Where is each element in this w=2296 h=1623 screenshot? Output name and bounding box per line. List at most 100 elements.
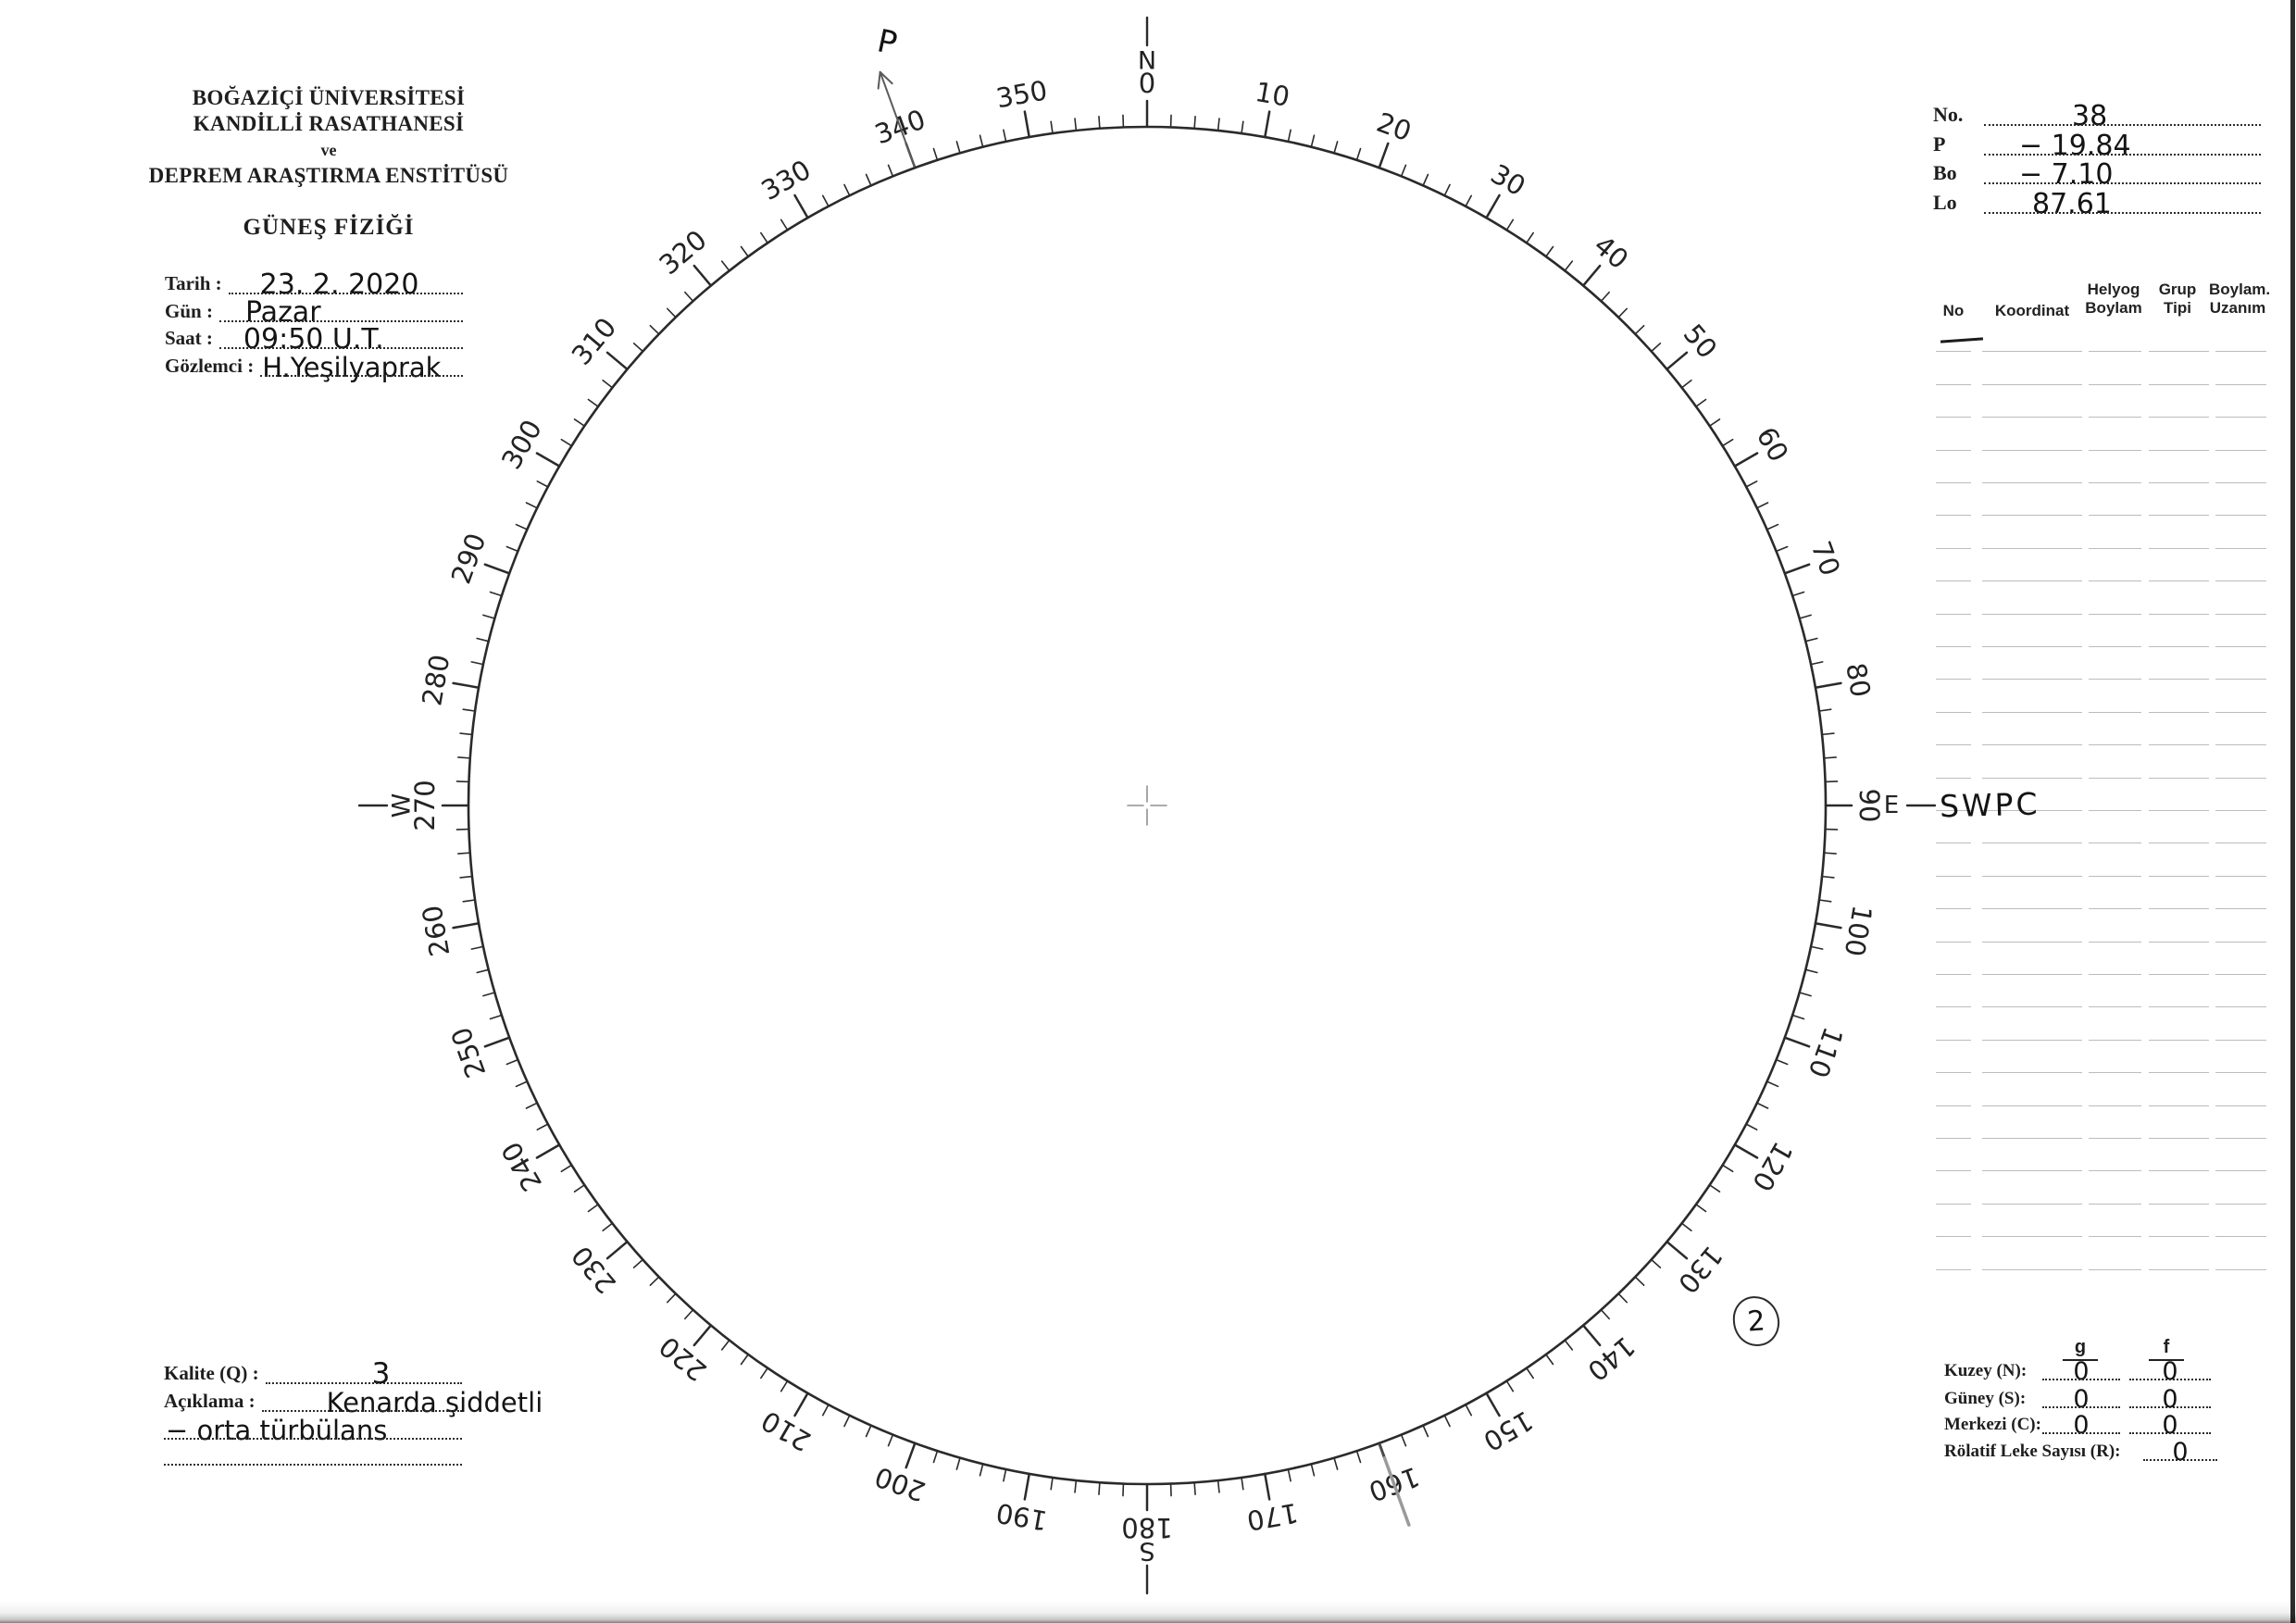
ephemeris-field-label: No. [1933,103,1964,126]
ephemeris-field-value: − 7.10 [2019,158,2114,191]
table-cell-line [2089,1268,2141,1270]
observation-field-value: 09:50 U.T. [243,323,384,356]
svg-text:E: E [1884,792,1899,819]
observation-field: Gün : Pazar [165,296,464,326]
table-cell-line [1936,875,1971,877]
ephemeris-field-dotted-line: − 19.84 [1984,128,2261,159]
count-g-line-value: 0 [2073,1411,2090,1440]
table-cell-line [1982,547,2082,549]
table-cell-line [2215,908,2266,910]
table-cell-line [2089,973,2141,975]
table-cell-line [1982,351,2082,353]
observation-field-label: Gün : [165,299,213,322]
table-cell-line [2089,744,2141,746]
count-f-line-value: 0 [2162,1357,2178,1386]
svg-text:290: 290 [445,529,493,588]
table-cell-line [1982,383,2082,385]
count-row-label: Güney (S): [1944,1389,2027,1408]
ephemeris-field: P − 19.84 [1933,128,2261,159]
table-cell-line [1982,449,2082,451]
table-cell-line [1936,809,1971,811]
table-cell-line [1936,1072,1971,1074]
institution-header: BOĞAZİÇİ ÜNİVERSİTESİ KANDİLLİ RASATHANE… [130,85,528,189]
table-row [1930,943,2268,975]
table-row [1930,615,2268,647]
count-f-line-value: 0 [2162,1411,2178,1440]
svg-text:310: 310 [566,311,623,370]
table-cell-line [2215,1268,2266,1270]
note-field-label: Açıklama : [164,1390,256,1412]
svg-text:90: 90 [1853,789,1885,823]
table-cell-line [1982,1268,2082,1270]
table-row [1930,1205,2268,1238]
table-row [1930,811,2268,844]
dial-degree-labels: 0 10 20 30 40 50 60 70 80 90 100 110 120 130 140 150 160… [409,68,1885,1543]
scan-edge-right [2290,0,2295,1623]
table-cell-line [2089,941,2141,943]
count-row-label: Merkezi (C): [1944,1415,2041,1434]
svg-text:20: 20 [1373,106,1416,148]
table-row [1930,1106,2268,1139]
table-cell-line [2089,515,2141,517]
table-row [1930,975,2268,1008]
table-cell-line [2089,1236,2141,1238]
count-row-label: Kuzey (N): [1944,1361,2028,1380]
table-cell-line [1936,1039,1971,1041]
svg-text:240: 240 [495,1137,548,1197]
ephemeris-field-dotted-line: 38 [1984,98,2261,131]
table-cell-line [1982,1006,2082,1008]
table-cell-line [1982,679,2082,680]
table-header-koordinat: Koordinat [1994,302,2070,319]
table-cell-line [1982,875,2082,877]
count-g-line: 0 [2042,1410,2120,1440]
table-cell-line [1936,1006,1971,1008]
table-cell-line [2149,481,2209,483]
table-cell-line [2089,645,2141,647]
observation-field-label: Tarih : [165,272,222,294]
svg-text:170: 170 [1244,1497,1300,1537]
table-cell-line [1936,1236,1971,1238]
table-cell-line [1936,417,1971,418]
ephemeris-field-dotted-line: − 7.10 [1984,156,2261,189]
table-cell-line [2215,973,2266,975]
table-cell-line [2215,515,2266,517]
svg-text:130: 130 [1672,1240,1729,1299]
table-cell-line [2089,351,2141,353]
svg-text:10: 10 [1253,76,1292,113]
table-row [1930,713,2268,746]
table-cell-line [1982,481,2082,483]
svg-text:320: 320 [653,224,712,281]
svg-text:W: W [388,793,417,818]
observation-field-label: Gözlemci : [165,354,255,377]
compass-letters: N E S W [388,47,1900,1566]
table-cell-line [1936,1203,1971,1205]
quality-field: Kalite (Q) : 3 [164,1356,463,1389]
table-cell-line [1982,1105,2082,1106]
table-cell-line [2089,417,2141,418]
table-row [1930,1171,2268,1205]
table-cell-line [1982,908,2082,910]
table-cell-line [1982,515,2082,517]
center-crosshair [1127,785,1167,826]
svg-text:180: 180 [1121,1512,1172,1543]
table-cell-line [2149,515,2209,517]
table-cell-line [2215,645,2266,647]
table-row [1930,418,2268,451]
table-cell-line [2089,679,2141,680]
svg-text:50: 50 [1678,318,1724,365]
svg-text:100: 100 [1839,903,1878,958]
institution-line: DEPREM ARAŞTIRMA ENSTİTÜSÜ [148,164,509,187]
ephemeris-fields: No. 38 P − 19.84 Bo − 7.10 Lo 87.61 [1933,98,2261,218]
table-cell-line [2089,711,2141,713]
table-cell-line [2089,547,2141,549]
quality-block: Kalite (Q) :3 Açıklama : Kenarda şiddetli −… [164,1356,543,1472]
table-cell-line [1936,777,1971,779]
table-cell-line [1982,1137,2082,1139]
table-cell-line [2089,613,2141,615]
table-cell-line [1936,383,1971,385]
table-cell-line [2215,679,2266,680]
table-header-no: No [1942,302,1965,319]
table-cell-line [2215,1236,2266,1238]
table-cell-line [2089,1105,2141,1106]
